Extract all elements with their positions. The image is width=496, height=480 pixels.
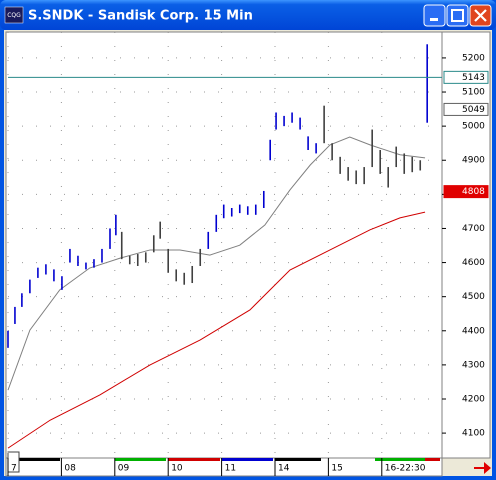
reference-label-box (443, 70, 489, 84)
plot-area (5, 31, 443, 459)
close-glyph (474, 9, 487, 22)
x-tick-label: 16-22:30 (385, 464, 426, 474)
y-tick-label: 5100 (462, 88, 485, 98)
price-marker-box (443, 102, 489, 116)
price-marker-label: 4808 (462, 187, 485, 197)
x-tick-label: 14 (278, 464, 290, 474)
y-tick-label: 4400 (462, 326, 485, 336)
date-strip (168, 458, 220, 461)
icon-label: CQG (7, 12, 21, 19)
date-strip (375, 458, 425, 461)
x-tick-label: 09 (118, 464, 130, 474)
app-icon (4, 6, 24, 24)
moving-average (7, 136, 426, 391)
y-tick-label: 4100 (462, 429, 485, 439)
title-bar (0, 0, 496, 30)
price-marker-label: 5049 (462, 105, 485, 115)
y-tick-label: 5200 (462, 53, 485, 63)
date-strip (275, 458, 321, 461)
scroll-arrow[interactable] (474, 462, 491, 474)
y-tick-label: 4900 (462, 156, 485, 166)
moving-average (7, 211, 426, 449)
y-tick-label: 5000 (462, 122, 485, 132)
y-tick-label: 4200 (462, 394, 485, 404)
date-strip (115, 458, 166, 461)
minimize-button[interactable] (423, 4, 446, 27)
x-tick-label: 10 (171, 464, 183, 474)
date-strip (425, 458, 440, 461)
minimize-glyph (430, 18, 438, 21)
date-strip (222, 458, 273, 461)
y-tick-label: 4600 (462, 258, 485, 268)
x-tick-label: 7 (11, 464, 17, 474)
plot: 4100420043004400450046004700480049005000… (7, 32, 489, 476)
x-tick-label: 15 (331, 464, 342, 474)
window-title: S.SNDK - Sandisk Corp. 15 Min (28, 9, 253, 24)
date-strips (8, 458, 440, 461)
window-buttons (423, 4, 492, 27)
maximize-glyph (451, 9, 464, 22)
x-tick-label: 11 (225, 464, 236, 474)
y-tick-label: 4500 (462, 292, 485, 302)
x-tick-label: 08 (64, 464, 76, 474)
date-strip (8, 458, 60, 461)
y-tick-label: 4700 (462, 224, 485, 234)
reference-label: 5143 (462, 73, 485, 83)
maximize-button[interactable] (446, 4, 469, 27)
price-marker-box (443, 185, 489, 199)
y-tick-label: 4300 (462, 360, 485, 370)
